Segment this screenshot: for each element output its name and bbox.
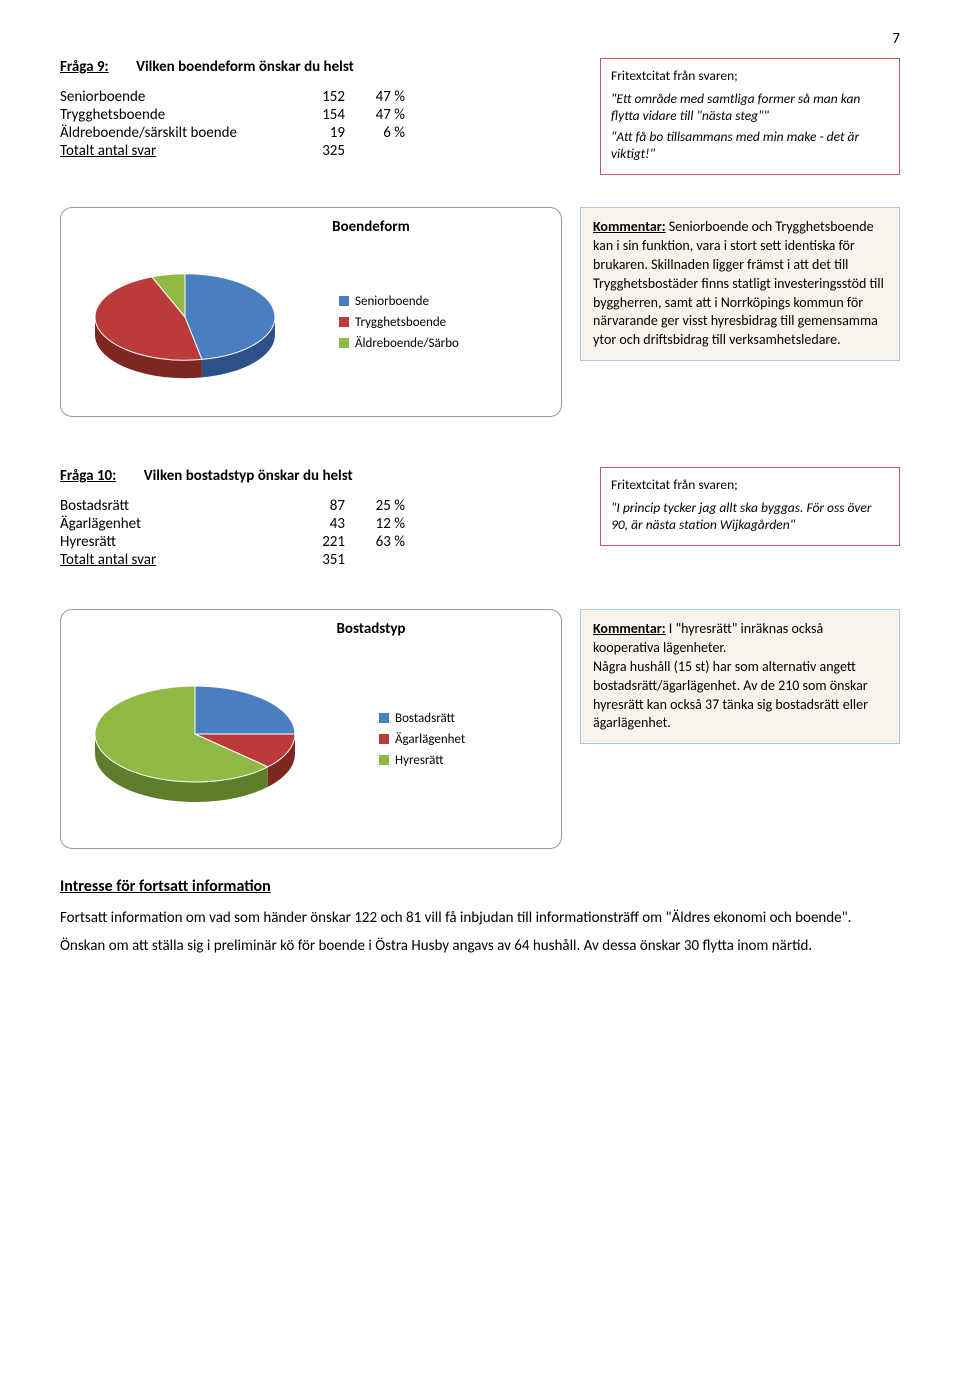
quote1-title: Fritextcitat från svaren; <box>611 67 889 84</box>
legend-label: Äldreboende/Särbo <box>355 336 459 351</box>
table-total-row: Totalt antal svar 351 <box>60 551 582 569</box>
q10-label: Fråga 10: <box>60 467 116 485</box>
legend-label: Seniorboende <box>355 294 429 309</box>
chart2-legend: Bostadsrätt Ägarlägenhet Hyresrätt <box>379 711 465 768</box>
row-val: 221 <box>290 533 345 551</box>
legend-label: Trygghetsboende <box>355 315 446 330</box>
legend-swatch <box>379 734 389 744</box>
row-val: 152 <box>290 88 345 106</box>
legend-item: Ägarlägenhet <box>379 732 465 747</box>
row-pct: 12 % <box>345 515 405 533</box>
page-number: 7 <box>60 30 900 48</box>
q9-label: Fråga 9: <box>60 58 109 76</box>
row-name: Bostadsrätt <box>60 497 290 515</box>
comment1-text: Seniorboende och Trygghetsboende kan i s… <box>593 218 884 348</box>
chart2-pie <box>75 644 355 834</box>
comment2-label: Kommentar: <box>593 620 666 637</box>
pie-slice <box>195 686 295 734</box>
total-label: Totalt antal svar <box>60 142 290 160</box>
total-val: 325 <box>290 142 345 160</box>
legend-item: Seniorboende <box>339 294 459 309</box>
row-val: 19 <box>290 124 345 142</box>
table-row: Trygghetsboende 154 47 % <box>60 106 582 124</box>
row-name: Hyresrätt <box>60 533 290 551</box>
q9-title: Vilken boendeform önskar du helst <box>136 58 354 76</box>
legend-label: Ägarlägenhet <box>395 732 465 747</box>
q10-table: Bostadsrätt 87 25 %Ägarlägenhet 43 12 %H… <box>60 497 582 569</box>
row-val: 43 <box>290 515 345 533</box>
comment1-label: Kommentar: <box>593 218 666 235</box>
chart2-card: Bostadstyp Bostadsrätt Ägarlägenhet Hyre… <box>60 609 562 849</box>
legend-item: Trygghetsboende <box>339 315 459 330</box>
quote2-title: Fritextcitat från svaren; <box>611 476 889 493</box>
legend-item: Bostadsrätt <box>379 711 465 726</box>
row-pct: 6 % <box>345 124 405 142</box>
chart1-title: Boendeform <box>195 218 547 236</box>
comment-box-2: Kommentar: I "hyresrätt" inräknas också … <box>580 609 900 744</box>
table-row: Ägarlägenhet 43 12 % <box>60 515 582 533</box>
quote-line: "Ett område med samtliga former så man k… <box>611 90 889 124</box>
legend-swatch <box>339 296 349 306</box>
row-name: Seniorboende <box>60 88 290 106</box>
row-val: 87 <box>290 497 345 515</box>
quote-line: "I princip tycker jag allt ska byggas. F… <box>611 499 889 533</box>
total-val: 351 <box>290 551 345 569</box>
table-row: Seniorboende 152 47 % <box>60 88 582 106</box>
row-val: 154 <box>290 106 345 124</box>
legend-label: Bostadsrätt <box>395 711 455 726</box>
table-row: Hyresrätt 221 63 % <box>60 533 582 551</box>
section-p1: Fortsatt information om vad som händer ö… <box>60 908 900 928</box>
section-p2: Önskan om att ställa sig i preliminär kö… <box>60 936 900 956</box>
row-name: Trygghetsboende <box>60 106 290 124</box>
comment-box-1: Kommentar: Seniorboende och Trygghetsboe… <box>580 207 900 361</box>
row-name: Äldreboende/särskilt boende <box>60 124 290 142</box>
legend-label: Hyresrätt <box>395 753 444 768</box>
q9-table: Seniorboende 152 47 %Trygghetsboende 154… <box>60 88 582 160</box>
total-label: Totalt antal svar <box>60 551 290 569</box>
chart1-legend: Seniorboende Trygghetsboende Äldreboende… <box>339 294 459 351</box>
legend-item: Äldreboende/Särbo <box>339 336 459 351</box>
chart1-pie <box>75 242 315 402</box>
q9-heading: Fråga 9: Vilken boendeform önskar du hel… <box>60 58 582 76</box>
legend-swatch <box>379 755 389 765</box>
legend-swatch <box>379 713 389 723</box>
row-pct: 63 % <box>345 533 405 551</box>
row-pct: 47 % <box>345 106 405 124</box>
legend-swatch <box>339 317 349 327</box>
table-row: Bostadsrätt 87 25 % <box>60 497 582 515</box>
row-pct: 25 % <box>345 497 405 515</box>
chart2-title: Bostadstyp <box>195 620 547 638</box>
quote-box-1: Fritextcitat från svaren; "Ett område me… <box>600 58 900 175</box>
legend-item: Hyresrätt <box>379 753 465 768</box>
legend-swatch <box>339 338 349 348</box>
row-name: Ägarlägenhet <box>60 515 290 533</box>
q10-heading: Fråga 10: Vilken bostadstyp önskar du he… <box>60 467 582 485</box>
quote-box-2: Fritextcitat från svaren; "I princip tyc… <box>600 467 900 546</box>
section-heading: Intresse för fortsatt information <box>60 877 900 896</box>
row-pct: 47 % <box>345 88 405 106</box>
table-total-row: Totalt antal svar 325 <box>60 142 582 160</box>
table-row: Äldreboende/särskilt boende 19 6 % <box>60 124 582 142</box>
q10-title: Vilken bostadstyp önskar du helst <box>144 467 353 485</box>
quote-line: "Att få bo tillsammans med min make - de… <box>611 128 889 162</box>
chart1-card: Boendeform Seniorboende Trygghetsboende … <box>60 207 562 417</box>
